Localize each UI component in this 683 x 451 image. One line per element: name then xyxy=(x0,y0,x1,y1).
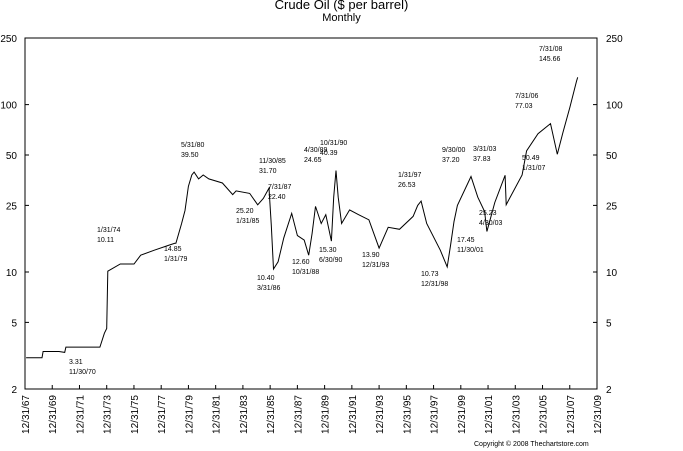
annotation-line-1: 10.73 xyxy=(421,271,439,278)
y-tick-label-right: 2 xyxy=(606,385,612,396)
annotation-line-2: 10/31/88 xyxy=(292,269,319,276)
annotation-line-1: 5/31/80 xyxy=(181,142,204,149)
annotation-line-1: 25.23 xyxy=(479,210,497,217)
annotation-line-1: 1/31/97 xyxy=(398,172,421,179)
x-tick-label: 12/31/77 xyxy=(157,395,168,434)
annotation-line-1: 7/31/06 xyxy=(515,93,538,100)
annotation-line-1: 17.45 xyxy=(457,237,475,244)
annotation-line-1: 7/31/08 xyxy=(539,46,562,53)
annotation-line-2: 11/30/70 xyxy=(69,369,96,376)
chart-subtitle: Monthly xyxy=(322,12,361,24)
annotation-line-2: 3/31/86 xyxy=(257,285,280,292)
annotation-line-2: 10.11 xyxy=(97,237,114,244)
annotation-line-1: 1/31/74 xyxy=(97,227,120,234)
annotation-line-2: 1/31/85 xyxy=(236,218,259,225)
x-tick-label: 12/31/89 xyxy=(321,395,332,434)
x-tick-label: 12/31/97 xyxy=(430,395,441,434)
annotation-line-2: 40.39 xyxy=(320,150,338,157)
annotation-line-2: 12/31/98 xyxy=(421,281,448,288)
plot-frame xyxy=(24,37,598,390)
annotation-line-1: 4/30/89 xyxy=(304,147,327,154)
annotation-line-2: 39.50 xyxy=(181,152,199,159)
y-tick-label-right: 10 xyxy=(606,268,618,279)
annotation-line-2: 1/31/79 xyxy=(164,256,187,263)
x-tick-label: 12/31/95 xyxy=(402,395,413,434)
annotation-line-2: 1/31/07 xyxy=(522,165,545,172)
annotation-line-1: 14.85 xyxy=(164,246,182,253)
annotation-line-1: 10/31/90 xyxy=(320,140,347,147)
x-tick-label: 12/31/79 xyxy=(184,395,195,434)
annotation-line-2: 6/30/90 xyxy=(319,257,342,264)
x-tick-label: 12/31/81 xyxy=(212,395,223,434)
annotation-line-2: 26.53 xyxy=(398,182,416,189)
x-tick-label: 12/31/99 xyxy=(457,395,468,434)
annotation-line-2: 4/30/03 xyxy=(479,220,502,227)
price-line xyxy=(26,77,579,359)
y-tick-label-left: 50 xyxy=(6,151,18,162)
annotation-line-1: 7/31/87 xyxy=(268,184,291,191)
y-tick-label-right: 250 xyxy=(606,34,623,45)
annotation-line-2: 37.83 xyxy=(473,156,491,163)
y-tick-label-left: 25 xyxy=(6,201,18,212)
x-tick-label: 12/31/05 xyxy=(539,395,550,434)
annotation-line-1: 11/30/85 xyxy=(259,158,286,165)
y-tick-label-left: 10 xyxy=(6,268,18,279)
chart-title: Crude Oil ($ per barrel) xyxy=(274,0,409,12)
x-tick-label: 12/31/69 xyxy=(48,395,59,434)
x-tick-label: 12/31/87 xyxy=(293,395,304,434)
annotation-line-1: 10.40 xyxy=(257,275,275,282)
annotation-line-2: 145.66 xyxy=(539,56,561,63)
x-tick-label: 12/31/07 xyxy=(566,395,577,434)
x-tick-label: 12/31/91 xyxy=(348,395,359,434)
x-tick-label: 12/31/03 xyxy=(511,395,522,434)
x-tick-label: 12/31/85 xyxy=(266,395,277,434)
annotation-line-2: 11/30/01 xyxy=(457,247,484,254)
annotation-line-1: 9/30/00 xyxy=(442,147,465,154)
x-tick-label: 12/31/83 xyxy=(239,395,250,434)
annotation-line-2: 31.70 xyxy=(259,168,277,175)
y-tick-label-right: 5 xyxy=(606,318,612,329)
annotation-line-2: 12/31/93 xyxy=(362,262,389,269)
annotation-line-2: 77.03 xyxy=(515,103,533,110)
y-tick-label-left: 100 xyxy=(0,101,17,112)
x-tick-label: 12/31/93 xyxy=(375,395,386,434)
x-tick-label: 12/31/67 xyxy=(21,395,32,434)
x-tick-label: 12/31/75 xyxy=(130,395,141,434)
annotation-line-1: 13.90 xyxy=(362,252,380,259)
annotation-line-1: 50.49 xyxy=(522,155,540,162)
annotation-line-1: 12.60 xyxy=(292,259,310,266)
annotation-line-1: 25.20 xyxy=(236,208,254,215)
x-tick-label: 12/31/09 xyxy=(593,395,604,434)
y-tick-label-left: 250 xyxy=(0,34,17,45)
annotation-line-2: 24.65 xyxy=(304,157,322,164)
y-tick-label-right: 50 xyxy=(606,151,618,162)
y-tick-label-left: 5 xyxy=(11,318,17,329)
x-tick-label: 12/31/01 xyxy=(484,395,495,434)
y-tick-label-left: 2 xyxy=(11,385,17,396)
annotation-line-1: 15.30 xyxy=(319,247,337,254)
y-tick-label-right: 100 xyxy=(606,101,623,112)
annotation-line-1: 3.31 xyxy=(69,359,83,366)
x-tick-label: 12/31/73 xyxy=(103,395,114,434)
annotation-line-1: 3/31/03 xyxy=(473,146,496,153)
annotation-line-2: 37.20 xyxy=(442,157,460,164)
copyright-notice: Copyright © 2008 Thechartstore.com xyxy=(474,441,589,448)
x-tick-label: 12/31/71 xyxy=(75,395,86,434)
annotation-line-2: 22.40 xyxy=(268,194,286,201)
y-tick-label-right: 25 xyxy=(606,201,618,212)
